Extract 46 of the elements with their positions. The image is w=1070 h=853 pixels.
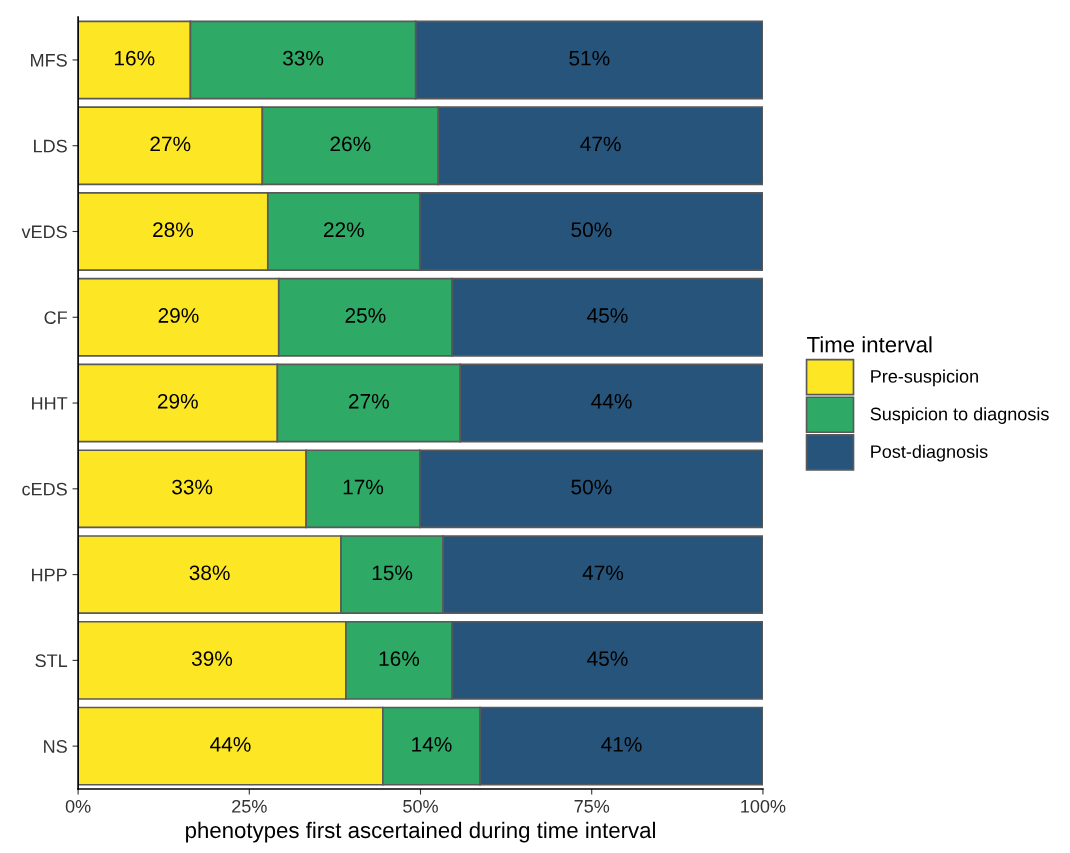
data-label: 14% xyxy=(412,737,452,752)
legend-label: Pre-suspicion xyxy=(871,369,978,387)
data-label: 38% xyxy=(189,565,230,581)
data-label: 29% xyxy=(158,308,199,323)
data-label: 45% xyxy=(587,651,628,666)
data-label: 16% xyxy=(115,50,155,66)
data-label: 33% xyxy=(172,479,213,495)
data-label: 16% xyxy=(379,651,420,666)
x-tick-label: 50% xyxy=(403,799,438,813)
y-tick-label: NS xyxy=(44,740,67,753)
x-tick-label: 25% xyxy=(232,799,267,813)
y-tick-label: MFS xyxy=(31,53,67,67)
data-label: 45% xyxy=(587,308,628,323)
y-tick-label: HPP xyxy=(32,568,67,582)
data-label: 39% xyxy=(191,651,233,666)
y-tick-label: HHT xyxy=(32,397,68,410)
data-label: 28% xyxy=(153,222,194,238)
y-tick-label: cEDS xyxy=(22,482,67,496)
data-label: 26% xyxy=(330,136,371,152)
x-axis-title: phenotypes first ascertained during time interval xyxy=(186,821,655,843)
legend-label: Suspicion to diagnosis xyxy=(870,407,1049,424)
data-label: 22% xyxy=(324,222,364,238)
data-label: 15% xyxy=(372,565,413,581)
y-tick-label: vEDS xyxy=(21,225,67,239)
x-tick-label: 100% xyxy=(741,799,786,813)
data-label: 47% xyxy=(582,565,624,581)
data-label: 50% xyxy=(571,479,612,495)
data-label: 33% xyxy=(283,50,324,66)
legend-label: Post-diagnosis xyxy=(871,444,988,462)
data-label: 50% xyxy=(571,222,612,238)
data-label: 25% xyxy=(345,308,386,323)
legend-title: Time interval xyxy=(807,336,932,353)
y-tick-label: CF xyxy=(44,311,67,324)
data-label: 47% xyxy=(580,136,621,152)
data-label: 41% xyxy=(601,737,642,752)
data-label: 17% xyxy=(343,479,384,495)
y-tick-label: LDS xyxy=(34,139,67,153)
data-label: 27% xyxy=(150,136,191,152)
data-label: 44% xyxy=(591,393,632,409)
data-label: 44% xyxy=(210,737,251,752)
x-tick-label: 0% xyxy=(65,799,91,813)
data-label: 29% xyxy=(157,393,198,409)
x-tick-label: 75% xyxy=(574,800,610,813)
y-tick-label: STL xyxy=(35,654,68,668)
data-label: 27% xyxy=(349,393,389,409)
data-label: 51% xyxy=(569,50,610,66)
